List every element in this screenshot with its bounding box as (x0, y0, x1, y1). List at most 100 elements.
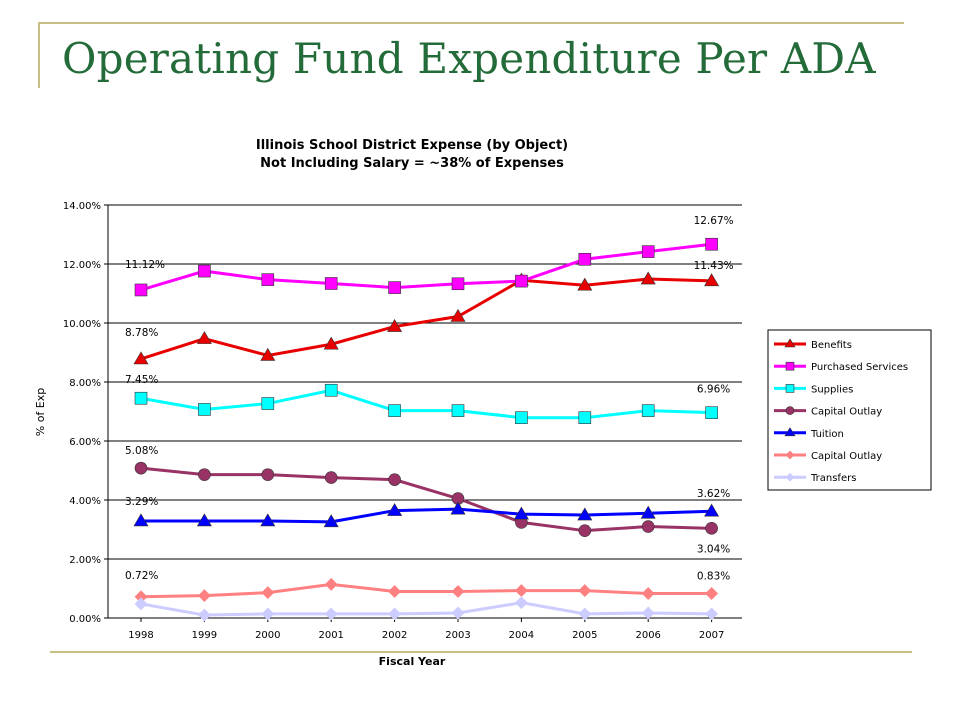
square-marker (134, 391, 148, 405)
legend-label: Capital Outlay (811, 451, 882, 462)
triangle-marker (640, 271, 656, 285)
y-tick-label: 2.00% (69, 555, 101, 566)
square-marker (261, 397, 275, 410)
y-tick-label: 8.00% (69, 378, 101, 389)
x-tick-label: 2000 (255, 630, 280, 641)
triangle-marker (640, 505, 656, 519)
x-tick-label: 2006 (635, 630, 660, 641)
triangle-marker (133, 513, 149, 527)
data-label: 0.83% (697, 571, 730, 583)
y-tick-label: 10.00% (63, 319, 101, 330)
diamond-marker (451, 606, 465, 620)
x-tick-label: 2002 (382, 630, 407, 641)
square-marker (641, 245, 655, 258)
diamond-marker (578, 584, 592, 597)
diamond-marker (785, 450, 795, 460)
circle-marker (705, 522, 718, 535)
triangle-marker (784, 427, 796, 437)
data-label: 8.78% (125, 327, 158, 339)
square-marker (388, 404, 401, 417)
square-marker (388, 281, 401, 294)
circle-marker (134, 461, 148, 475)
circle-marker (198, 468, 211, 481)
y-tick-label: 6.00% (69, 437, 101, 448)
triangle-marker (260, 347, 276, 361)
data-label: 7.45% (125, 374, 158, 386)
square-marker (785, 361, 795, 371)
square-marker (451, 404, 465, 417)
square-marker (515, 274, 528, 288)
slide-title: Operating Fund Expenditure Per ADA (62, 34, 876, 83)
y-tick-label: 12.00% (63, 260, 101, 271)
square-marker (785, 384, 795, 393)
triangle-marker (196, 331, 212, 344)
x-tick-label: 1999 (192, 630, 217, 641)
legend-box (767, 329, 932, 491)
diamond-marker (705, 587, 719, 600)
diamond-marker (785, 472, 795, 482)
triangle-marker (196, 513, 212, 527)
data-label: 3.62% (697, 488, 730, 500)
y-tick-label: 14.00% (63, 201, 101, 212)
square-marker (451, 277, 465, 291)
diamond-marker (641, 606, 655, 620)
legend-label: Benefits (811, 340, 852, 351)
diamond-marker (324, 607, 338, 621)
triangle-marker (323, 336, 339, 350)
diamond-marker (388, 585, 402, 598)
y-tick-label: 0.00% (69, 614, 101, 625)
top-rule (38, 22, 904, 24)
y-axis-title: % of Exp (34, 388, 47, 437)
x-tick-label: 2005 (572, 630, 597, 641)
x-tick-label: 2003 (445, 630, 470, 641)
triangle-marker (387, 318, 403, 332)
triangle-marker (260, 513, 276, 527)
diamond-marker (388, 607, 402, 621)
triangle-marker (450, 308, 466, 322)
square-marker (198, 403, 211, 416)
triangle-marker (577, 277, 593, 291)
legend-label: Capital Outlay (811, 407, 882, 418)
diamond-marker (261, 586, 275, 600)
diamond-marker (578, 607, 592, 621)
square-marker (324, 277, 338, 290)
data-label: 3.29% (125, 496, 158, 508)
triangle-marker (450, 501, 466, 515)
square-marker (515, 411, 528, 424)
chart-subtitle: Not Including Salary = ~38% of Expenses (260, 156, 564, 171)
diamond-marker (134, 597, 148, 611)
circle-marker (785, 406, 795, 415)
square-marker (134, 283, 148, 297)
series-line (140, 582, 712, 599)
series-lines (133, 237, 720, 622)
series-line (141, 507, 712, 524)
square-marker (578, 252, 592, 266)
circle-marker (388, 473, 401, 486)
x-tick-label: 1998 (128, 630, 153, 641)
diamond-marker (261, 607, 275, 621)
gridlines (108, 204, 742, 560)
diamond-marker (641, 587, 655, 600)
triangle-marker (513, 506, 529, 520)
data-label: 3.04% (697, 543, 730, 555)
x-tick-label: 2001 (318, 630, 343, 641)
diamond-marker (197, 589, 211, 603)
series-line (140, 601, 712, 617)
legend-label: Transfers (810, 473, 856, 484)
legend-label: Purchased Services (811, 362, 908, 373)
data-label: 5.08% (125, 445, 158, 457)
square-marker (641, 404, 655, 417)
axes: 0.00% 2.00% 4.00% 6.00% 8.00% 10.00% 12.00% 14.… (63, 201, 742, 641)
diamond-marker (705, 607, 719, 621)
x-axis-title: Fiscal Year (379, 655, 446, 668)
series-line (140, 242, 712, 292)
circle-marker (578, 524, 592, 537)
chart-title: Illinois School District Expense (by Obj… (256, 138, 568, 153)
triangle-marker (704, 273, 720, 287)
series-line (140, 277, 712, 361)
series-line (140, 466, 712, 533)
triangle-marker (577, 507, 593, 521)
triangle-marker (784, 338, 796, 348)
diamond-marker (451, 585, 465, 598)
square-marker (705, 237, 718, 251)
